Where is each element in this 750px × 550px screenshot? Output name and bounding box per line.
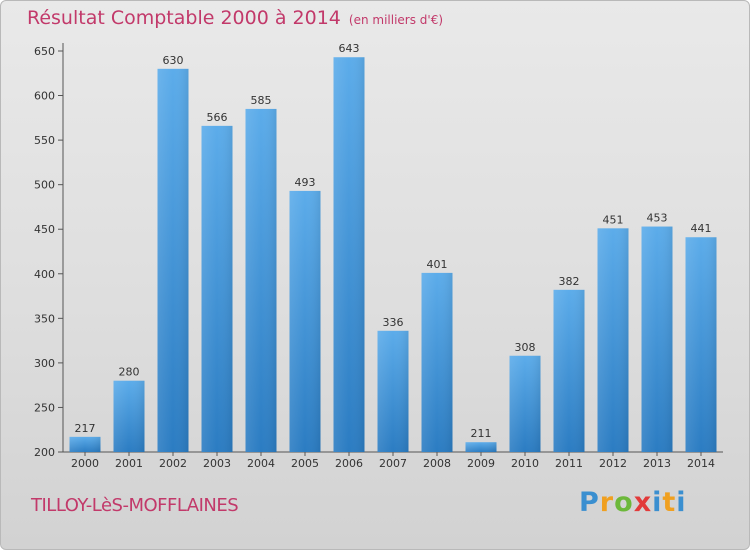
bar-shade [289,190,321,452]
x-tick-label: 2014 [687,457,715,470]
bar-shade [201,125,233,452]
bar-value-label: 441 [691,222,712,235]
bar-value-label: 308 [515,341,536,354]
x-tick-label: 2010 [511,457,539,470]
bar-shade [553,289,585,452]
bar-shade [245,108,277,452]
x-tick-label: 2004 [247,457,275,470]
x-tick-label: 2013 [643,457,671,470]
bar-shade [641,226,673,452]
bar-shade [333,57,365,452]
y-tick-label: 450 [34,223,55,236]
commune-name: TILLOY-LèS-MOFFLAINES [31,495,239,516]
bar-value-label: 217 [75,422,96,435]
y-tick-label: 650 [34,45,55,58]
bar-shade [421,272,453,452]
chart-value-labels: 217 280 630 566 585 493 643 336 401 211 308 382 451 4… [75,42,712,440]
x-tick-label: 2003 [203,457,231,470]
x-tick-label: 2000 [71,457,99,470]
y-tick-label: 600 [34,90,55,103]
bar-shade [69,436,101,452]
bar-value-label: 211 [471,427,492,440]
x-tick-label: 2008 [423,457,451,470]
bar-value-label: 585 [251,94,272,107]
bar-value-label: 643 [339,42,360,55]
x-tick-label: 2001 [115,457,143,470]
bar-value-label: 336 [383,316,404,329]
bar-value-label: 493 [295,176,316,189]
bar-shade [685,237,717,452]
bar-value-label: 382 [559,275,580,288]
x-tick-label: 2006 [335,457,363,470]
y-tick-label: 400 [34,268,55,281]
proxiti-logo: Proxiti [579,487,687,518]
bar-value-label: 451 [603,213,624,226]
bar-shade [465,442,497,452]
bar-value-label: 453 [647,212,668,225]
bar-value-label: 566 [207,111,228,124]
y-tick-label: 200 [34,446,55,459]
bar-shade [597,228,629,452]
y-tick-label: 500 [34,179,55,192]
chart-title-text: Résultat Comptable 2000 à 2014 [27,7,341,29]
x-tick-label: 2009 [467,457,495,470]
x-tick-label: 2012 [599,457,627,470]
chart-subtitle: (en milliers d'€) [348,13,444,27]
x-tick-label: 2011 [555,457,583,470]
bar-shade [157,68,189,453]
bar-value-label: 280 [119,366,140,379]
bar-shade [113,380,145,452]
bar-value-label: 401 [427,258,448,271]
y-tick-label: 550 [34,134,55,147]
bar-shade [377,330,409,452]
chart-bars [69,57,717,453]
bar-shade [509,355,541,452]
chart-title: Résultat Comptable 2000 à 2014 (en millie… [27,7,443,29]
x-tick-label: 2002 [159,457,187,470]
y-tick-label: 300 [34,357,55,370]
y-tick-label: 350 [34,312,55,325]
x-tick-label: 2005 [291,457,319,470]
y-tick-label: 250 [34,401,55,414]
bar-value-label: 630 [163,54,184,67]
x-tick-label: 2007 [379,457,407,470]
